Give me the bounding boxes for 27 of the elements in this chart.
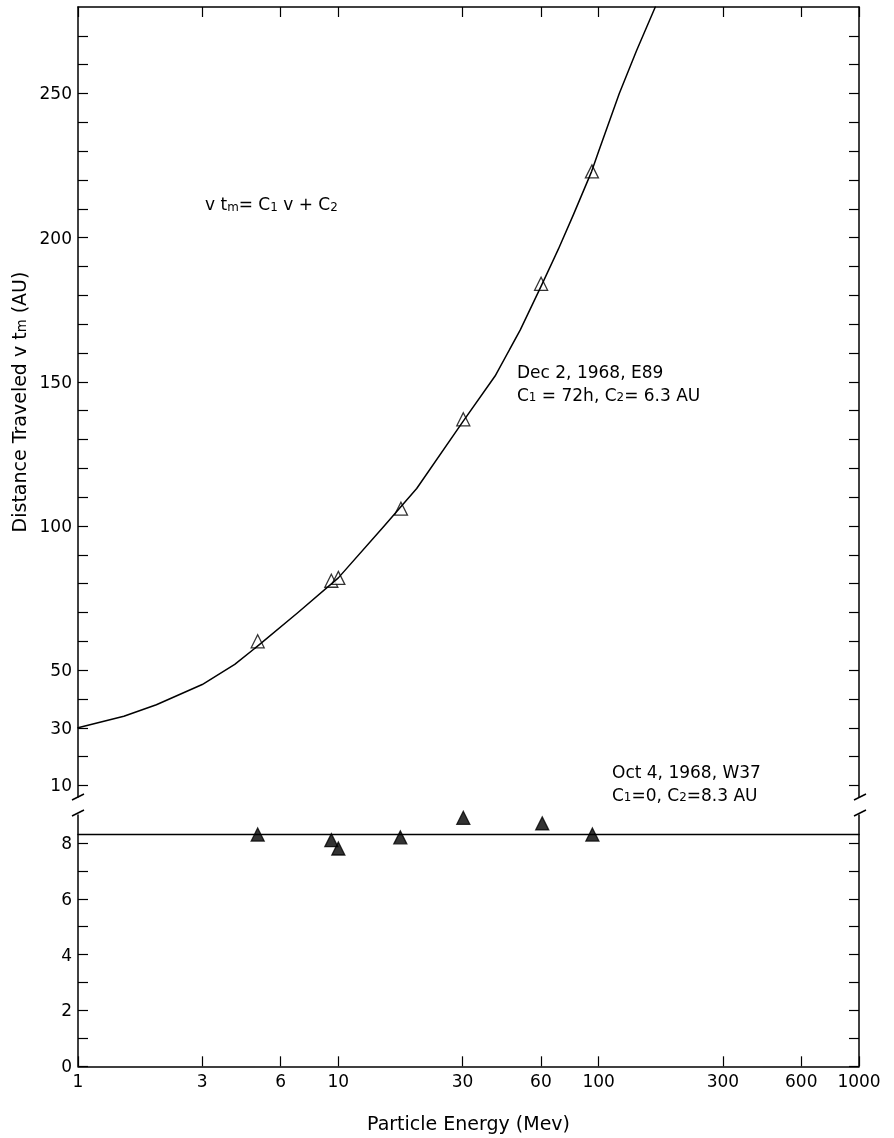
x-tick-label: 300 (706, 1070, 740, 1091)
x-tick-label: 1000 (837, 1070, 881, 1091)
y-tick-label: 8 (61, 832, 72, 853)
y-tick-label: 2 (61, 1000, 72, 1021)
y-tick-label: 100 (39, 515, 72, 536)
x-tick-label: 60 (530, 1070, 552, 1091)
y-tick-label: 4 (61, 944, 72, 965)
x-tick-label: 30 (451, 1070, 474, 1091)
y-tick-label: 0 (61, 1056, 72, 1077)
y-tick-label: 10 (50, 775, 72, 796)
x-tick-label: 600 (785, 1070, 818, 1091)
x-tick-label: 1 (72, 1070, 84, 1091)
y-tick-label: 250 (39, 83, 72, 104)
x-tick-label: 6 (275, 1070, 286, 1091)
x-tick-label: 10 (327, 1070, 350, 1091)
y-tick-label: 150 (39, 371, 72, 392)
annotation: Oct 4, 1968, W37 C1=0, C2=8.3 AU (612, 762, 761, 805)
y-axis-title: Distance Traveled v tm (AU) (7, 271, 30, 533)
x-axis-title: Particle Energy (Mev) (367, 1112, 570, 1135)
x-tick-label: 100 (582, 1070, 615, 1091)
y-tick-label: 6 (61, 888, 72, 909)
annotation: v tm= C1 v + C2 (205, 194, 338, 215)
y-tick-label: 30 (50, 717, 72, 738)
y-tick-label: 200 (39, 227, 72, 248)
y-tick-label: 50 (50, 660, 72, 681)
x-tick-label: 3 (196, 1070, 208, 1091)
annotation: Dec 2, 1968, E89 C1 = 72h, C2= 6.3 AU (517, 362, 701, 405)
